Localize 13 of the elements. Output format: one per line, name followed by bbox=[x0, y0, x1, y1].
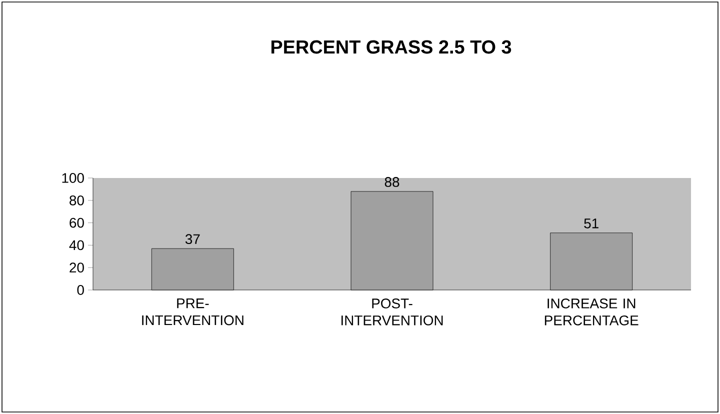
data-label: 88 bbox=[384, 177, 400, 187]
chart-title: PERCENT GRASS 2.5 TO 3 bbox=[271, 40, 512, 54]
y-tick-label: 80 bbox=[70, 195, 84, 206]
y-tick-label: 0 bbox=[77, 285, 84, 295]
x-tick-label: POST-INTERVENTION bbox=[341, 298, 443, 326]
x-tick-label: PRE-INTERVENTION bbox=[142, 298, 244, 326]
y-tick-label: 40 bbox=[69, 240, 84, 250]
y-tick-label: 20 bbox=[70, 262, 84, 273]
y-tick-label: 100 bbox=[62, 173, 84, 183]
y-tick-label: 60 bbox=[70, 218, 84, 228]
x-tick-label: INCREASE IN PERCENTAGE bbox=[544, 298, 638, 326]
data-label: 37 bbox=[185, 234, 200, 244]
data-label: 51 bbox=[584, 218, 598, 228]
